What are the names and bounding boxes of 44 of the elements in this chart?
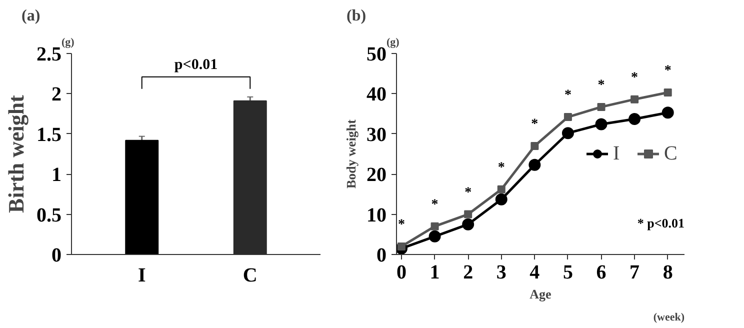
annotation: * bbox=[398, 217, 405, 232]
y-tick-label: 50 bbox=[366, 44, 386, 66]
y-tick-label: 20 bbox=[366, 164, 386, 186]
chart-title: (a) bbox=[22, 8, 40, 24]
annotation: * bbox=[464, 185, 472, 200]
annotation: * bbox=[498, 160, 505, 176]
annotation: * bbox=[664, 63, 672, 78]
text: (week) bbox=[653, 312, 685, 324]
x-tick-label: 2 bbox=[463, 262, 474, 284]
text: (g) bbox=[62, 36, 75, 48]
y-tick-label: 10 bbox=[366, 204, 386, 226]
legend-label: C bbox=[664, 142, 678, 165]
x-tick-label: 7 bbox=[630, 262, 640, 284]
x-axis-title: Age bbox=[530, 286, 552, 302]
y-tick-label: 0.5 bbox=[36, 204, 62, 226]
y-axis-title: Birth weight bbox=[4, 94, 28, 213]
x-tick-label: C bbox=[242, 264, 258, 286]
y-tick-label: 0 bbox=[52, 244, 62, 266]
annotation: * bbox=[564, 88, 572, 104]
x-tick-label: 1 bbox=[430, 262, 440, 284]
y-tick-label: 1.5 bbox=[36, 124, 62, 146]
annotation: * p<0.01 bbox=[637, 215, 685, 230]
y-tick-label: 0 bbox=[376, 244, 386, 266]
x-tick-label: 0 bbox=[396, 262, 406, 284]
y-tick-label: 2.5 bbox=[36, 44, 62, 66]
x-tick-label: 3 bbox=[496, 262, 506, 284]
legend-label: I bbox=[613, 142, 621, 165]
annotation: p<0.01 bbox=[174, 56, 218, 73]
annotation: * bbox=[631, 70, 638, 86]
chart-title: (b) bbox=[346, 8, 366, 24]
annotation: * bbox=[431, 197, 438, 212]
y-tick-label: 40 bbox=[366, 84, 386, 106]
annotation: * bbox=[531, 116, 538, 132]
x-tick-label: 8 bbox=[662, 262, 673, 284]
y-tick-label: 2 bbox=[52, 84, 62, 106]
y-axis-title: Body weight bbox=[344, 118, 358, 188]
x-tick-label: 6 bbox=[596, 262, 606, 284]
text: (g) bbox=[386, 36, 400, 48]
y-tick-label: 1 bbox=[52, 164, 62, 186]
y-tick-label: 30 bbox=[366, 124, 386, 146]
annotation: * bbox=[598, 78, 605, 93]
x-tick-label: I bbox=[138, 264, 146, 286]
x-tick-label: 4 bbox=[530, 262, 540, 284]
x-tick-label: 5 bbox=[562, 262, 573, 284]
